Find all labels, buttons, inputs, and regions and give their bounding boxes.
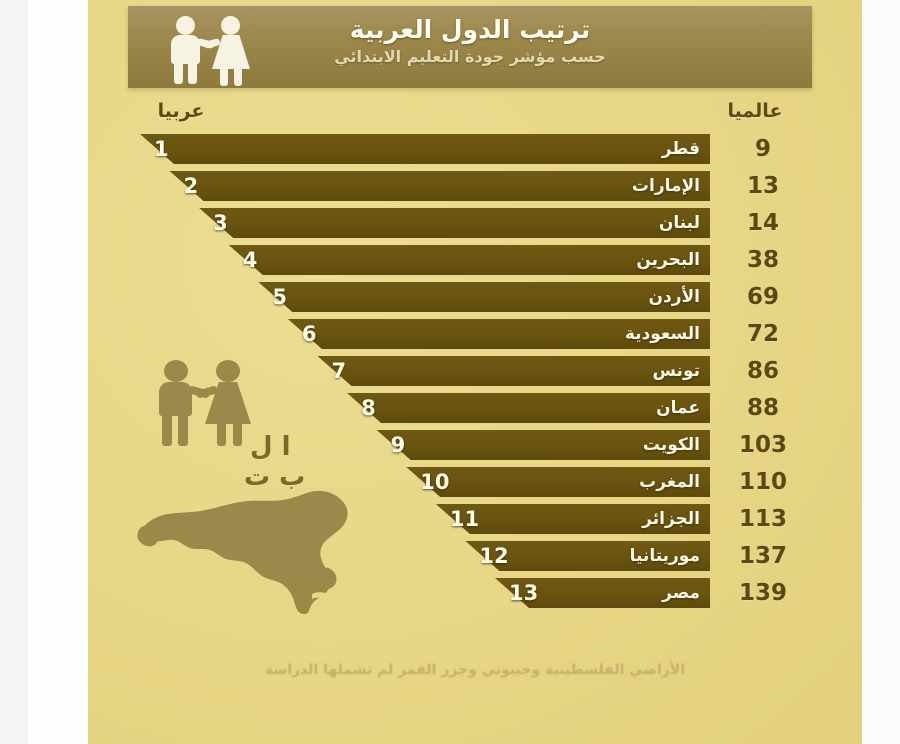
global-rank-value: 72 [746,321,779,347]
column-header-global-rank: عالميا [727,100,783,122]
global-rank-value: 86 [746,358,779,384]
page-title: ترتيب الدول العربية [349,15,591,44]
arab-world-map-icon [136,472,386,616]
table-row[interactable]: 8 عمان 88 [88,393,862,423]
arabic-alphabet-blocks-icon: ا ل ب ت [244,432,320,498]
table-row[interactable]: 12 موريتانيا 137 [88,541,862,571]
funnel-bar [228,245,710,275]
global-rank-value: 110 [738,469,787,495]
arab-rank-value: 3 [213,211,228,235]
table-row[interactable]: 13 مصر 139 [88,578,862,608]
illustration-group: ا ل ب ت [136,356,396,616]
alphabet-row-2: ب ت [244,462,306,492]
arab-rank-value: 8 [361,396,376,420]
illustration-boy-icon [154,360,211,446]
country-name: الإمارات [631,176,700,196]
girl-figure-icon [203,16,256,86]
country-name: الأردن [648,287,700,307]
global-rank-value: 38 [746,247,779,273]
table-row[interactable]: 3 لبنان 14 [88,208,862,238]
footnote: الأراضي الفلسطينية وجيبوتي وجزر القمر لم… [264,662,686,678]
table-row[interactable]: 11 الجزائر 113 [88,504,862,534]
table-row[interactable]: 5 الأردن 69 [88,282,862,312]
global-rank-value: 9 [754,136,771,162]
country-name: عمان [656,398,700,418]
column-header-arab-rank: عربيا [157,100,205,122]
arab-rank-value: 2 [183,174,199,198]
header-titles: ترتيب الدول العربية حسب مؤشر جودة التعلي… [128,14,812,69]
funnel-bar [465,541,710,571]
table-row[interactable]: 7 تونس 86 [88,356,862,386]
country-name: قطر [661,139,700,159]
country-name: لبنان [658,213,700,233]
country-name: الكويت [642,435,700,455]
funnel-bar [435,504,710,534]
illustration-girl-icon [195,360,256,446]
global-rank-value: 69 [746,284,779,310]
global-rank-value: 14 [746,210,779,236]
global-rank-value: 137 [738,543,787,569]
arab-rank-value: 7 [331,359,347,383]
table-row[interactable]: 1 قطر 9 [88,134,862,164]
table-row[interactable]: 10 المغرب 110 [88,467,862,497]
funnel-bar [495,578,710,608]
global-rank-value: 139 [738,580,787,606]
country-name: السعودية [624,324,700,344]
funnel-bar [199,208,710,238]
right-gutter [862,0,900,744]
funnel-chart: 1 قطر 9 2 الإمارات 13 3 لبنان 14 4 البحرين 38 5 الأرد… [88,134,862,634]
arab-rank-value: 11 [449,507,480,531]
arab-rank-value: 6 [301,322,317,346]
funnel-bar [347,393,710,423]
arab-rank-value: 13 [509,581,539,605]
country-name: موريتانيا [629,546,700,566]
funnel-bar [287,319,710,349]
global-rank-value: 113 [738,506,787,532]
country-name: الجزائر [642,509,700,529]
left-gutter [0,0,28,744]
table-row[interactable]: 6 السعودية 72 [88,319,862,349]
page-subtitle: حسب مؤشر جودة التعليم الابتدائي [334,47,606,67]
boy-figure-icon [164,16,215,84]
funnel-bar [140,134,710,164]
arab-rank-value: 1 [154,137,169,161]
country-name: البحرين [636,250,700,270]
funnel-bar [169,171,710,201]
arab-rank-value: 12 [479,544,509,568]
funnel-bar [317,356,710,386]
country-name: المغرب [639,472,700,492]
arab-rank-value: 4 [242,248,258,272]
global-rank-value: 103 [738,432,787,458]
funnel-bar [258,282,710,312]
header-banner: ترتيب الدول العربية حسب مؤشر جودة التعلي… [128,6,812,88]
table-row[interactable]: 9 الكويت 103 [88,430,862,460]
funnel-bar [376,430,710,460]
arab-rank-value: 10 [420,470,450,494]
arab-rank-value: 5 [272,285,287,309]
infographic-poster: ترتيب الدول العربية حسب مؤشر جودة التعلي… [88,0,862,744]
country-name: تونس [652,361,700,381]
left-gutter-inner [28,0,88,744]
alphabet-row-1: ا ل [250,432,291,462]
global-rank-value: 88 [746,395,779,421]
table-row[interactable]: 2 الإمارات 13 [88,171,862,201]
arab-rank-value: 9 [390,433,406,457]
table-row[interactable]: 4 البحرين 38 [88,245,862,275]
global-rank-value: 13 [746,173,779,199]
two-children-holding-hands-icon [158,10,268,86]
country-name: مصر [662,583,700,603]
funnel-bar [406,467,710,497]
